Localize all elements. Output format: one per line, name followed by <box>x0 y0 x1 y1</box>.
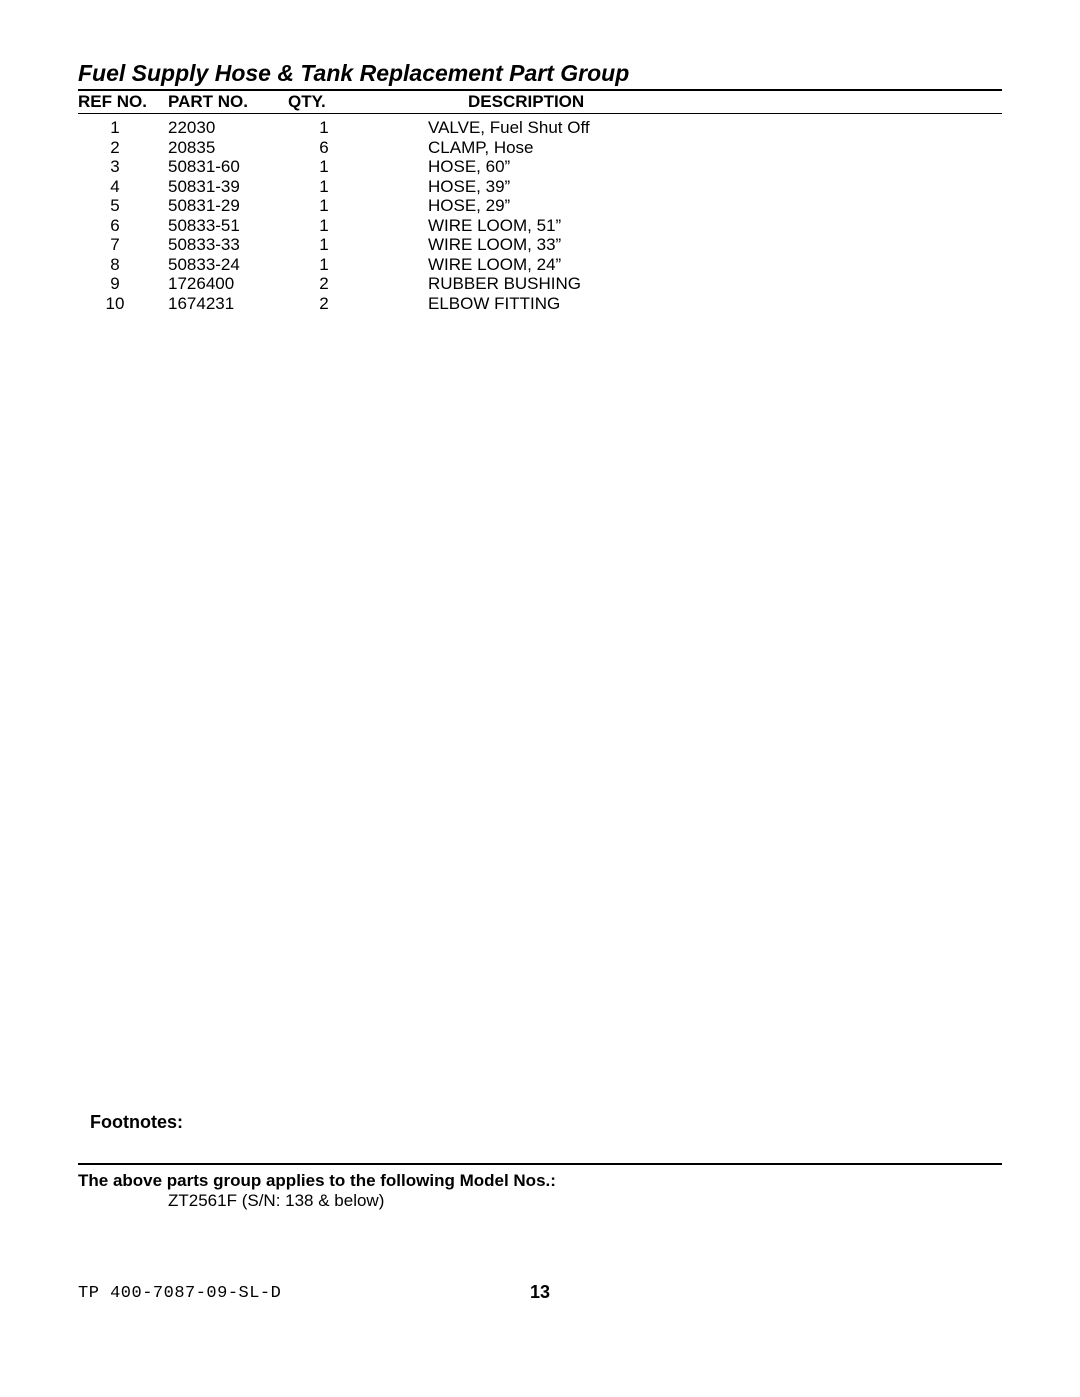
models-value: ZT2561F (S/N: 138 & below) <box>168 1191 384 1211</box>
cell-qty: 2 <box>288 274 378 294</box>
footnotes-label: Footnotes: <box>90 1112 183 1133</box>
cell-part: 1674231 <box>168 294 288 314</box>
cell-ref: 3 <box>78 157 168 177</box>
cell-qty: 1 <box>288 177 378 197</box>
table-row: 550831-291HOSE, 29” <box>78 196 1002 216</box>
cell-ref: 9 <box>78 274 168 294</box>
bottom-rule <box>78 1163 1002 1165</box>
cell-part: 50833-24 <box>168 255 288 275</box>
cell-qty: 1 <box>288 196 378 216</box>
cell-qty: 1 <box>288 255 378 275</box>
cell-ref: 1 <box>78 118 168 138</box>
header-ref: Ref No. <box>78 92 168 112</box>
page-container: Fuel Supply Hose & Tank Replacement Part… <box>0 0 1080 1397</box>
table-row: 650833-511WIRE LOOM, 51” <box>78 216 1002 236</box>
cell-part: 1726400 <box>168 274 288 294</box>
cell-part: 50831-60 <box>168 157 288 177</box>
cell-part: 50833-51 <box>168 216 288 236</box>
header-qty: Qty. <box>288 92 378 112</box>
table-row: 850833-241WIRE LOOM, 24” <box>78 255 1002 275</box>
cell-ref: 2 <box>78 138 168 158</box>
cell-qty: 6 <box>288 138 378 158</box>
cell-desc: RUBBER BUSHING <box>378 274 1002 294</box>
cell-desc: CLAMP, Hose <box>378 138 1002 158</box>
table-row: 1220301VALVE, Fuel Shut Off <box>78 118 1002 138</box>
table-row: 917264002RUBBER BUSHING <box>78 274 1002 294</box>
page-number: 13 <box>0 1282 1080 1303</box>
table-row: 350831-601HOSE, 60” <box>78 157 1002 177</box>
table-row: 450831-391HOSE, 39” <box>78 177 1002 197</box>
table-body: 1220301VALVE, Fuel Shut Off2208356CLAMP,… <box>78 118 1002 313</box>
cell-qty: 1 <box>288 157 378 177</box>
header-rule <box>78 113 1002 114</box>
cell-desc: ELBOW FITTING <box>378 294 1002 314</box>
cell-desc: HOSE, 29” <box>378 196 1002 216</box>
cell-ref: 6 <box>78 216 168 236</box>
cell-qty: 1 <box>288 216 378 236</box>
section-title: Fuel Supply Hose & Tank Replacement Part… <box>78 60 1002 87</box>
cell-desc: VALVE, Fuel Shut Off <box>378 118 1002 138</box>
cell-ref: 4 <box>78 177 168 197</box>
cell-qty: 1 <box>288 235 378 255</box>
cell-desc: HOSE, 39” <box>378 177 1002 197</box>
cell-part: 50831-39 <box>168 177 288 197</box>
header-desc: Description <box>378 92 1002 112</box>
cell-desc: HOSE, 60” <box>378 157 1002 177</box>
cell-ref: 7 <box>78 235 168 255</box>
cell-part: 50831-29 <box>168 196 288 216</box>
cell-desc: WIRE LOOM, 51” <box>378 216 1002 236</box>
cell-ref: 8 <box>78 255 168 275</box>
table-row: 2208356CLAMP, Hose <box>78 138 1002 158</box>
table-header-row: Ref No. Part No. Qty. Description <box>78 91 1002 113</box>
cell-desc: WIRE LOOM, 33” <box>378 235 1002 255</box>
cell-ref: 10 <box>78 294 168 314</box>
cell-qty: 2 <box>288 294 378 314</box>
models-label: The above parts group applies to the fol… <box>78 1171 556 1191</box>
cell-desc: WIRE LOOM, 24” <box>378 255 1002 275</box>
cell-qty: 1 <box>288 118 378 138</box>
header-part: Part No. <box>168 92 288 112</box>
table-row: 1016742312ELBOW FITTING <box>78 294 1002 314</box>
cell-part: 20835 <box>168 138 288 158</box>
table-row: 750833-331WIRE LOOM, 33” <box>78 235 1002 255</box>
cell-part: 22030 <box>168 118 288 138</box>
cell-part: 50833-33 <box>168 235 288 255</box>
cell-ref: 5 <box>78 196 168 216</box>
